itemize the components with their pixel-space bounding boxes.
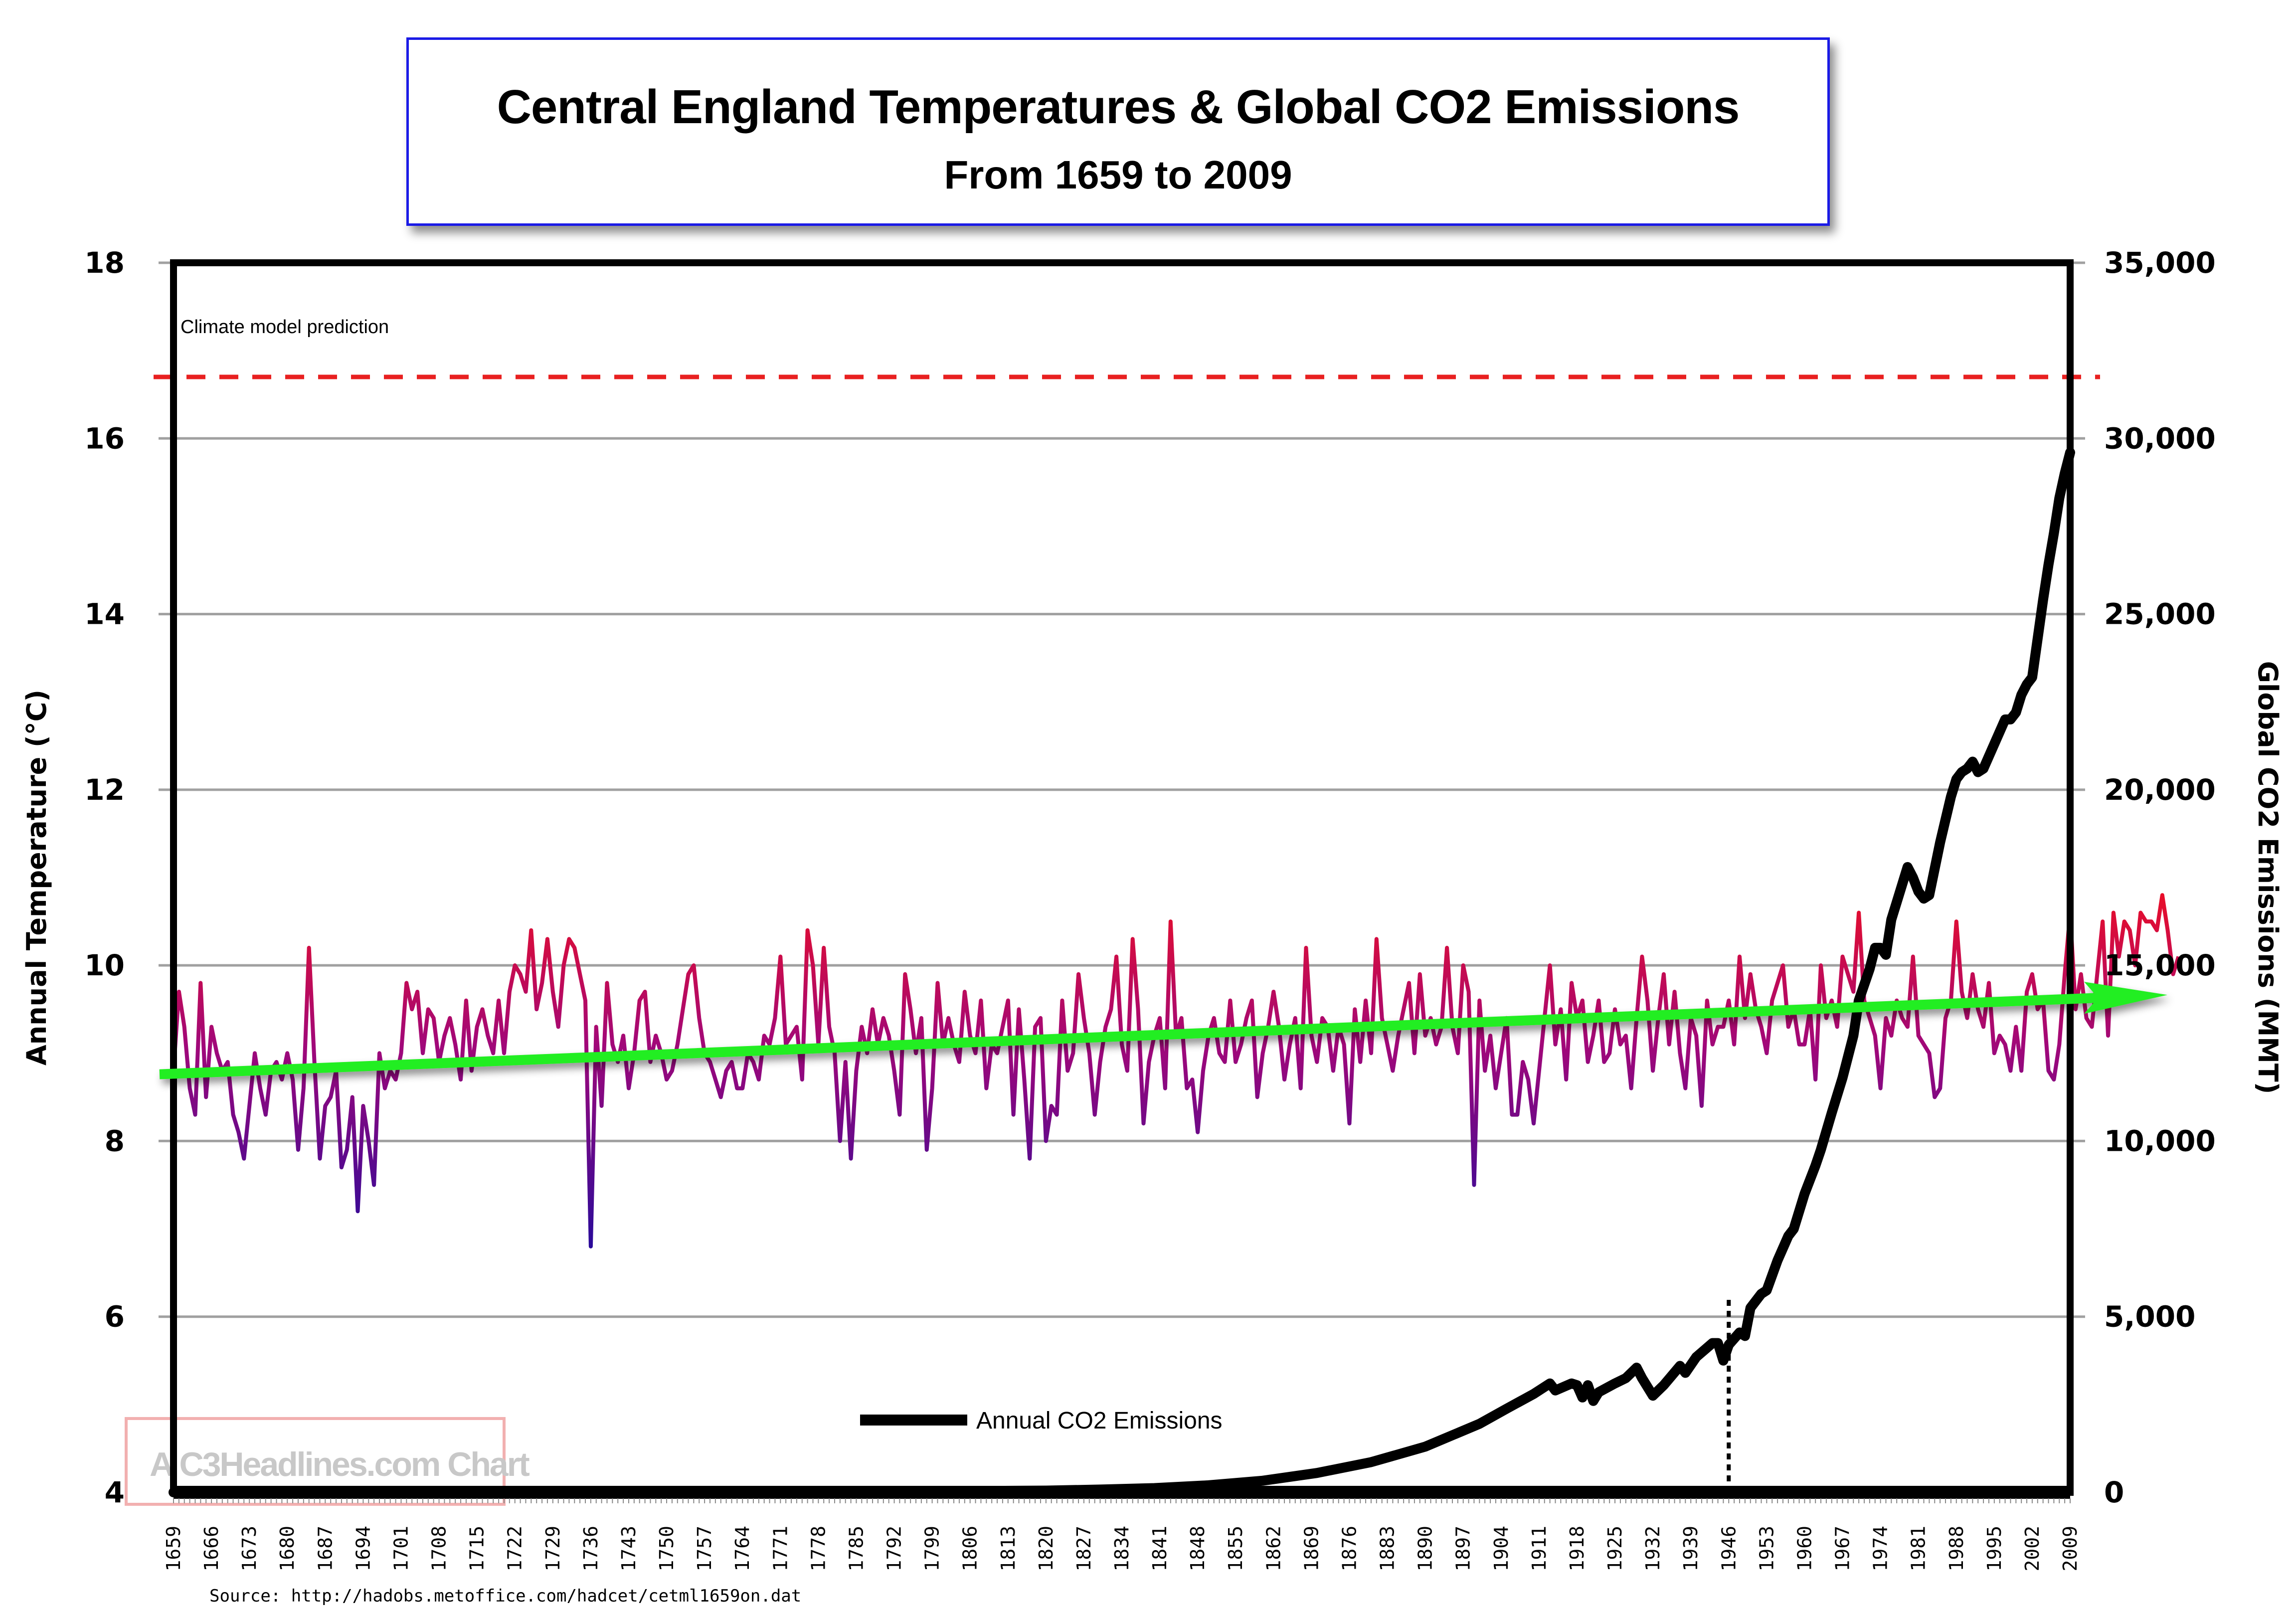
y2-tick-label: 30,000 — [2104, 421, 2216, 455]
x-tick-label: 1953 — [1756, 1526, 1777, 1572]
x-tick-label: 1932 — [1642, 1526, 1664, 1572]
watermark-text: A C3Headlines.com Chart — [150, 1445, 530, 1483]
x-tick-label: 1848 — [1187, 1526, 1209, 1572]
x-tick-label: 2009 — [2059, 1526, 2081, 1572]
legend-label-co2: Annual CO2 Emissions — [976, 1408, 1223, 1434]
x-tick-label: 1862 — [1262, 1526, 1284, 1572]
x-tick-label: 1869 — [1300, 1526, 1322, 1572]
x-tick-label: 1918 — [1566, 1526, 1588, 1572]
trend-arrow — [159, 982, 2167, 1079]
x-tick-label: 1995 — [1983, 1526, 2005, 1572]
source-text: Source: http://hadobs.metoffice.com/hadc… — [209, 1586, 801, 1606]
prediction-label: Climate model prediction — [180, 317, 389, 338]
x-tick-label: 1785 — [845, 1526, 867, 1572]
x-tick-label: 1694 — [352, 1526, 374, 1572]
x-tick-label: 1708 — [428, 1526, 450, 1572]
y-tick-label: 14 — [84, 597, 125, 631]
x-tick-label: 1974 — [1870, 1526, 1892, 1572]
gridlines — [159, 261, 2085, 1318]
plot-frame — [170, 259, 2074, 1499]
x-tick-label: 1659 — [163, 1526, 184, 1572]
x-tick-label: 1666 — [200, 1526, 222, 1572]
x-tick-label: 1925 — [1604, 1526, 1626, 1572]
watermark-border — [125, 1417, 506, 1506]
y-tick-label: 6 — [105, 1300, 125, 1334]
y2-tick-label: 0 — [2104, 1475, 2124, 1509]
x-tick-label: 1729 — [542, 1526, 564, 1572]
chart-title: Central England Temperatures & Global CO… — [497, 80, 1740, 134]
legend-swatch-co2 — [860, 1415, 967, 1426]
y-tick-label: 10 — [84, 948, 125, 982]
x-tick-label: 1778 — [807, 1526, 829, 1572]
co2-line — [169, 447, 2075, 1497]
x-tick-label: 1673 — [238, 1526, 260, 1572]
x-tick-label: 1701 — [390, 1526, 412, 1572]
x-tick-label: 1946 — [1718, 1526, 1740, 1572]
x-tick-label: 1771 — [769, 1526, 791, 1572]
y2-axis-title: Global CO2 Emissions (MMT) — [2252, 661, 2284, 1094]
legend: Annual CO2 Emissions — [860, 1408, 1223, 1434]
y-axis-left: 18 16 14 12 10 8 6 4 — [84, 246, 125, 1509]
x-tick-label: 1813 — [997, 1526, 1019, 1572]
x-tick-label: 1750 — [656, 1526, 678, 1572]
x-tick-label: 1960 — [1793, 1526, 1815, 1572]
x-tick-label: 1687 — [314, 1526, 336, 1572]
x-tick-label: 1988 — [1945, 1526, 1967, 1572]
x-tick-label: 1904 — [1490, 1526, 1512, 1572]
x-tick-label: 1897 — [1452, 1526, 1474, 1572]
x-tick-label: 1722 — [504, 1526, 526, 1572]
y2-tick-label: 15,000 — [2104, 948, 2216, 982]
x-tick-label: 1806 — [959, 1526, 981, 1572]
x-tick-label: 1890 — [1414, 1526, 1436, 1572]
x-tick-label: 1967 — [1832, 1526, 1854, 1572]
trend-arrow-head — [2084, 982, 2167, 1014]
prediction-line-group: Climate model prediction — [154, 317, 2100, 379]
x-tick-label: 1799 — [921, 1526, 943, 1572]
x-tick-label: 1736 — [580, 1526, 602, 1572]
x-tick-label: 1939 — [1680, 1526, 1702, 1572]
x-tick-label: 1680 — [276, 1526, 298, 1572]
x-tick-label: 2002 — [2021, 1526, 2043, 1572]
trend-arrow-group — [159, 982, 2167, 1079]
y2-tick-label: 35,000 — [2104, 246, 2216, 280]
y-axis-title: Annual Temperature (°C) — [21, 690, 52, 1066]
y-tick-label: 16 — [84, 421, 125, 455]
chart-subtitle: From 1659 to 2009 — [944, 153, 1292, 197]
x-axis: 1659 1666 1673 1680 1687 1694 1701 1708 1715 1722… — [163, 1498, 2081, 1572]
x-tick-label: 1841 — [1149, 1526, 1171, 1572]
y-tick-label: 8 — [105, 1124, 125, 1158]
x-tick-label: 1911 — [1528, 1526, 1550, 1572]
x-tick-label: 1764 — [731, 1526, 753, 1572]
y2-tick-label: 5,000 — [2104, 1300, 2195, 1334]
y2-tick-label: 10,000 — [2104, 1124, 2216, 1158]
x-tick-label: 1757 — [694, 1526, 715, 1572]
x-tick-label: 1981 — [1908, 1526, 1930, 1572]
title-box: Central England Temperatures & Global CO… — [406, 37, 1830, 226]
co2-series — [169, 447, 2075, 1497]
watermark: A C3Headlines.com Chart — [125, 1417, 531, 1506]
y-axis-right: 35,000 30,000 25,000 20,000 15,000 10,000 5,00… — [2104, 246, 2216, 1509]
x-tick-label: 1743 — [618, 1526, 640, 1572]
y2-tick-label: 25,000 — [2104, 597, 2216, 631]
y-tick-label: 18 — [84, 246, 125, 280]
x-tick-label: 1883 — [1377, 1526, 1399, 1572]
y-tick-label: 4 — [105, 1475, 125, 1509]
x-tick-label: 1715 — [466, 1526, 488, 1572]
y2-tick-label: 20,000 — [2104, 773, 2216, 807]
x-tick-label: 1834 — [1111, 1526, 1133, 1572]
x-tick-label: 1855 — [1225, 1526, 1246, 1572]
plot-border — [170, 259, 2074, 1496]
x-tick-label: 1820 — [1035, 1526, 1057, 1572]
trend-arrow-shaft — [159, 993, 2100, 1079]
x-tick-label: 1792 — [883, 1526, 905, 1572]
x-tick-label: 1827 — [1073, 1526, 1095, 1572]
y-tick-label: 12 — [84, 773, 125, 807]
x-tick-label: 1876 — [1338, 1526, 1360, 1572]
